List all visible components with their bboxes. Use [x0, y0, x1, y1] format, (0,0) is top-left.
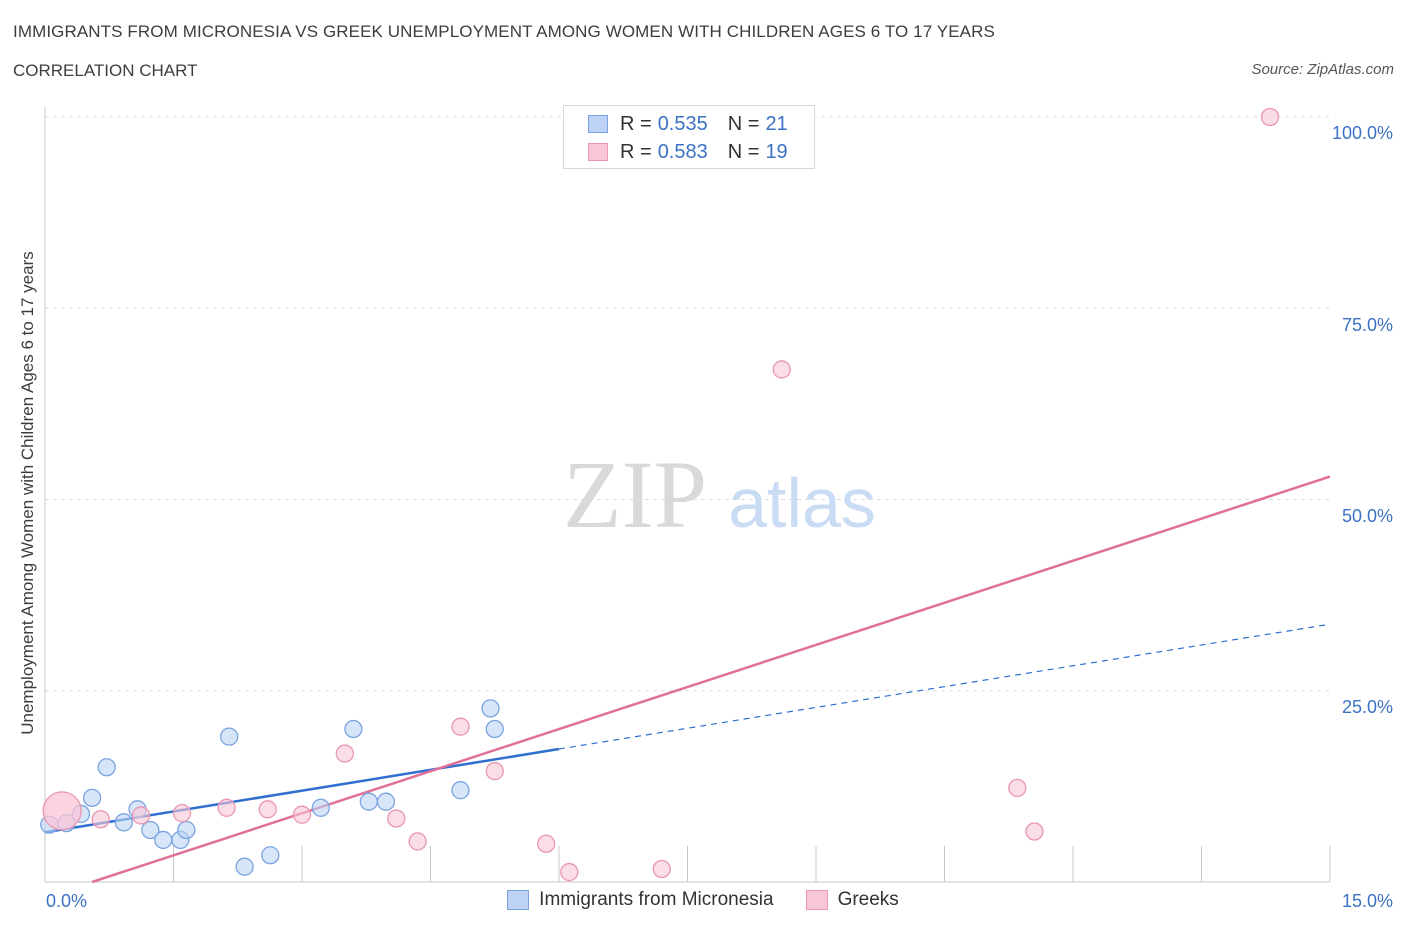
data-point-micronesia [359, 792, 378, 811]
data-point-micronesia [376, 792, 396, 811]
stats-n-label: N = [727, 140, 760, 163]
data-point-greeks [292, 805, 312, 824]
y-axis-label: Unemployment Among Women with Children A… [18, 251, 37, 735]
data-point-greeks [408, 832, 427, 851]
data-point-greeks [131, 806, 151, 825]
data-point-micronesia [451, 781, 470, 800]
data-point-greeks [560, 862, 579, 882]
legend-label: Greeks [837, 889, 899, 910]
legend-label: Immigrants from Micronesia [539, 889, 774, 910]
stats-row-micronesia: R = 0.535 N = 21 [588, 112, 788, 136]
data-point-micronesia [311, 798, 330, 817]
source-label: Source: ZipAtlas.com [1251, 61, 1394, 78]
stats-r-label: R = [620, 140, 652, 163]
data-point-greeks [258, 800, 277, 819]
data-point-micronesia [261, 846, 280, 865]
data-point-greeks [451, 717, 470, 736]
data-point-greeks [485, 761, 504, 781]
data-point-greeks [772, 360, 791, 379]
legend-item-micronesia: Immigrants from Micronesia [507, 889, 774, 911]
legend-item-greeks: Greeks [805, 889, 899, 911]
chart-subtitle: CORRELATION CHART [13, 61, 198, 80]
legend-swatch-greeks [805, 890, 828, 910]
y-tick-label: 100.0% [1331, 123, 1393, 143]
stats-r-value: 0.535 [657, 112, 708, 135]
stats-n-value: 19 [765, 140, 788, 163]
stats-row-greeks: R = 0.583 N = 19 [588, 140, 788, 164]
y-tick-label: 25.0% [1341, 697, 1393, 717]
data-point-greeks [1260, 107, 1280, 127]
stats-n-label: N = [727, 112, 760, 135]
trend-line-1 [91, 475, 1331, 884]
watermark-atlas: atlas [728, 464, 876, 542]
chart-title: IMMIGRANTS FROM MICRONESIA VS GREEK UNEM… [13, 22, 995, 41]
data-points [40, 107, 1280, 882]
data-point-greeks [42, 791, 82, 831]
x-tick-label: 0.0% [46, 891, 88, 911]
watermark: ZIP atlas [563, 441, 876, 548]
stats-swatch-micronesia [588, 115, 608, 133]
data-point-micronesia [344, 719, 363, 739]
data-point-greeks [652, 859, 671, 879]
data-point-greeks [537, 834, 556, 853]
data-point-greeks [335, 744, 354, 763]
data-point-greeks [1008, 778, 1027, 798]
data-point-greeks [172, 804, 192, 823]
stats-legend: R = 0.535 N = 21 R = 0.583 N = 19 [563, 105, 815, 169]
data-point-micronesia [141, 820, 160, 840]
data-point-micronesia [97, 758, 116, 777]
trend-line-extension-0 [558, 623, 1331, 750]
data-point-micronesia [481, 699, 500, 718]
y-tick-label: 50.0% [1341, 506, 1393, 526]
data-point-greeks [217, 798, 236, 817]
data-point-micronesia [82, 788, 102, 807]
stats-r-value: 0.583 [657, 140, 708, 163]
y-tick-label: 75.0% [1341, 315, 1393, 335]
axes [44, 107, 1331, 883]
data-point-micronesia [485, 719, 504, 739]
grid-lines [45, 116, 1330, 692]
data-point-greeks [91, 810, 110, 829]
data-point-micronesia [154, 830, 173, 850]
stats-r-label: R = [620, 112, 652, 135]
watermark-zip: ZIP [563, 441, 707, 548]
x-tick-label: 15.0% [1341, 891, 1393, 911]
series-legend: Immigrants from Micronesia Greeks [0, 889, 1406, 911]
legend-swatch-micronesia [507, 890, 530, 910]
data-point-micronesia [220, 727, 239, 746]
stats-n-value: 21 [765, 112, 788, 135]
stats-swatch-greeks [588, 143, 608, 161]
data-point-micronesia [177, 820, 196, 840]
data-point-greeks [387, 809, 406, 828]
data-point-micronesia [235, 857, 254, 876]
data-point-greeks [1025, 822, 1044, 841]
data-point-micronesia [114, 813, 133, 832]
